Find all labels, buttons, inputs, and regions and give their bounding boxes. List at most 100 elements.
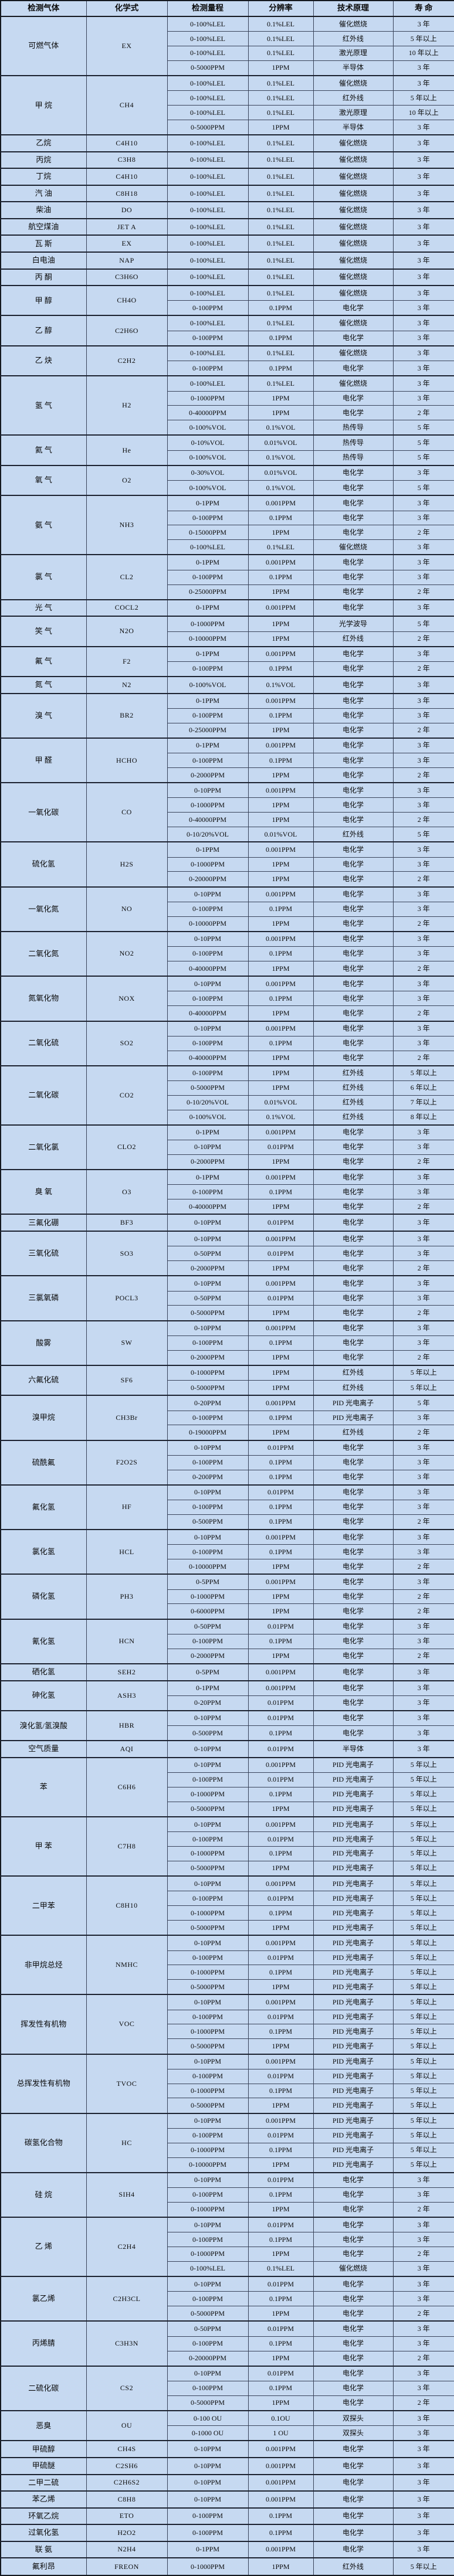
gas-name-cell: 环氧乙烷: [0, 2507, 87, 2525]
table-row: 二甲苯 C8H10 0-10PPM 0.001PPM PID 光电离子 5 年以上: [0, 1875, 454, 1936]
table-row: 0-1000PPM 0.1PPM PID 光电离子 5 年以上: [1, 1905, 454, 1921]
lifespan-cell: 3 年: [392, 1439, 454, 1456]
table-row: 非甲烷总烃 NMHC 0-10PPM 0.001PPM PID 光电离子 5 年以上: [0, 1935, 454, 1995]
range-cell: 0-1000PPM: [167, 2557, 249, 2576]
range-cell: 0-10PPM: [167, 2053, 249, 2069]
resolution-cell: 0.1PPM: [248, 1725, 314, 1741]
principle-cell: 红外线: [313, 1080, 394, 1096]
resolution-cell: 1PPM: [248, 1425, 314, 1441]
table-row: 0-100PPM 0.1PPM 电化学 3 年: [1, 1184, 454, 1200]
table-row: 0-100PPM 0.1PPM 电化学 3 年: [1, 569, 454, 585]
principle-cell: 电化学: [313, 1603, 394, 1620]
principle-cell: 电化学: [313, 1154, 394, 1170]
range-cell: 0-10PPM: [167, 2457, 249, 2475]
range-cell: 0-5000PPM: [167, 120, 249, 135]
range-cell: 0-6000PPM: [167, 1603, 249, 1620]
lifespan-cell: 5 年以上: [392, 1786, 454, 1802]
principle-cell: 催化燃烧: [313, 251, 394, 269]
principle-cell: 电化学: [313, 361, 394, 376]
principle-cell: PID 光电离子: [313, 1891, 394, 1906]
lifespan-cell: 3 年: [392, 797, 454, 813]
range-cell: 0-10PPM: [167, 886, 249, 902]
principle-cell: 热传导: [313, 420, 394, 436]
gas-name-cell: 氯乙烯: [0, 2276, 87, 2322]
table-row: 苯 C6H6 0-10PPM 0.001PPM PID 光电离子 5 年以上: [0, 1756, 454, 1817]
range-cell: 0-100PPM: [167, 708, 249, 723]
table-row: 二甲二硫 C2H6S2 0-10PPM 0.001PPM 电化学 3 年: [0, 2473, 454, 2492]
resolution-cell: 1PPM: [248, 1305, 314, 1321]
range-cell: 0-1PPM: [167, 1169, 249, 1185]
principle-cell: 电化学: [313, 901, 394, 917]
range-cell: 0-100%LEL: [167, 345, 249, 362]
principle-cell: PID 光电离子: [313, 2009, 394, 2025]
table-row: 二硫化碳 CS2 0-10PPM 0.01PPM 电化学 3 年: [0, 2365, 454, 2411]
table-row: 白电油 NAP 0-100%LEL 0.1%LEL 催化燃烧 3 年: [0, 251, 454, 269]
lifespan-cell: 3 年: [392, 1020, 454, 1036]
principle-cell: 电化学: [313, 1469, 394, 1486]
table-row: 0-100%VOL 0.1%VOL 热传导 5 年: [1, 450, 454, 466]
principle-cell: PID 光电离子: [313, 2142, 394, 2158]
lifespan-cell: 5 年以上: [392, 1364, 454, 1381]
table-row: 氟化氢 HF 0-10PPM 0.01PPM 电化学 3 年: [0, 1484, 454, 1530]
header-formula: 化学式: [86, 0, 168, 17]
gas-name-cell: 一氧化氮: [0, 886, 87, 932]
lifespan-cell: 3 年: [392, 599, 454, 617]
principle-cell: 电化学: [313, 645, 394, 662]
principle-cell: 电化学: [313, 737, 394, 754]
range-cell: 0-10PPM: [167, 1740, 249, 1758]
principle-cell: 红外线: [313, 31, 394, 47]
principle-cell: 电化学: [313, 1500, 394, 1515]
gas-name-cell: 可燃气体: [0, 15, 87, 76]
resolution-cell: 0.001PPM: [248, 2112, 314, 2129]
gas-formula-cell: H2S: [86, 841, 168, 888]
table-row: 0-100PPM 0.1PPM 电化学 3 年: [1, 1335, 454, 1351]
range-cell: 0-10PPM: [167, 1020, 249, 1036]
resolution-cell: 0.1%LEL: [248, 201, 314, 219]
lifespan-cell: 3 年: [392, 1140, 454, 1155]
range-cell: 0-1PPM: [167, 1680, 249, 1696]
lifespan-cell: 3 年: [392, 708, 454, 723]
lifespan-cell: 3 年: [392, 1633, 454, 1649]
range-cell: 0-100PPM: [167, 2068, 249, 2084]
resolution-cell: 0.1%VOL: [248, 450, 314, 466]
resolution-cell: 1PPM: [248, 2098, 314, 2114]
range-cell: 0-5000PPM: [167, 1080, 249, 1096]
table-row: 二氧化氮 NO2 0-10PPM 0.001PPM 电化学 3 年: [0, 930, 454, 977]
lifespan-cell: 3 年: [392, 554, 454, 570]
principle-cell: PID 光电离子: [313, 1935, 394, 1951]
table-row: 0-100PPM 0.1PPM 电化学 3 年: [1, 1035, 454, 1051]
table-row: 0-5000PPM 1PPM PID 光电离子 5 年以上: [1, 1860, 454, 1877]
table-row: 0-500PPM 0.1PPM 电化学 3 年: [1, 1725, 454, 1741]
principle-cell: 电化学: [313, 782, 394, 798]
table-row: 三氯氧磷 POCL3 0-10PPM 0.001PPM 电化学 3 年: [0, 1275, 454, 1321]
resolution-cell: 1PPM: [248, 60, 314, 76]
table-row: 联 氨 N2H4 0-1PPM 0.001PPM 电化学 3 年: [0, 2540, 454, 2558]
gas-formula-cell: N2: [86, 676, 168, 694]
principle-cell: 电化学: [313, 857, 394, 872]
range-cell: 0-100%LEL: [167, 285, 249, 301]
table-row: 0-100PPM 0.1PPM 电化学 3 年: [1, 946, 454, 961]
lifespan-cell: 3 年: [392, 753, 454, 769]
lifespan-cell: 5 年以上: [392, 1965, 454, 1980]
lifespan-cell: 5 年以上: [392, 1935, 454, 1951]
lifespan-cell: 3 年: [392, 1454, 454, 1470]
lifespan-cell: 2 年: [392, 1050, 454, 1066]
gas-formula-cell: CLO2: [86, 1124, 168, 1170]
gas-name-cell: 甲 醛: [0, 737, 87, 783]
resolution-cell: 1PPM: [248, 1801, 314, 1817]
table-row: 0-15000PPM 1PPM 电化学 2 年: [1, 525, 454, 541]
principle-cell: 电化学: [313, 1214, 394, 1232]
gas-name-cell: 二氧化硫: [0, 1020, 87, 1066]
range-cell: 0-10PPM: [167, 976, 249, 992]
range-cell: 0-20PPM: [167, 1695, 249, 1711]
resolution-cell: 0.1%LEL: [248, 235, 314, 253]
range-cell: 0-10PPM: [167, 1756, 249, 1773]
table-row: 0-100PPM 0.1PPM 电化学 3 年: [1, 2336, 454, 2351]
range-cell: 0-40000PPM: [167, 405, 249, 421]
range-cell: 0-1000PPM: [167, 2024, 249, 2040]
principle-cell: 电化学: [313, 886, 394, 902]
table-row: 恶臭 OU 0-100 OU 0.1OU 双探头 3 年: [0, 2410, 454, 2441]
gas-formula-cell: CH4: [86, 75, 168, 135]
lifespan-cell: 3 年: [392, 976, 454, 992]
lifespan-cell: 3 年: [392, 1184, 454, 1200]
